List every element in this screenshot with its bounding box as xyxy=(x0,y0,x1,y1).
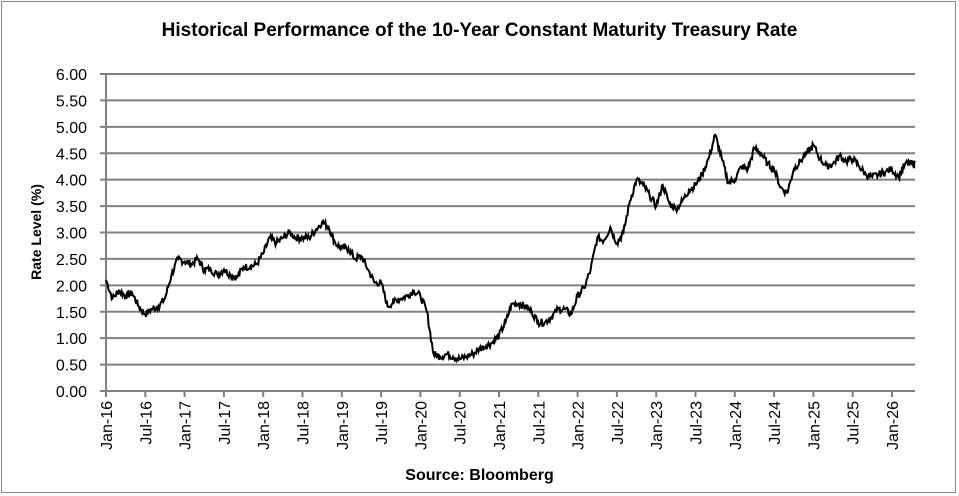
x-tick-label: Jul-21 xyxy=(531,401,548,445)
x-tick-label: Jul-23 xyxy=(689,401,706,445)
x-tick-labels: Jan-16 Jul-16 Jan-17 Jul-17 Jan-18 Jul-18 Jan-… xyxy=(99,401,902,450)
x-tick-label: Jan-21 xyxy=(492,401,509,450)
x-tick-label: Jul-20 xyxy=(453,401,470,445)
x-tick-label: Jan-26 xyxy=(885,401,902,450)
x-tick-label: Jan-25 xyxy=(806,401,823,450)
y-tick-label: 3.00 xyxy=(56,226,87,243)
y-tick-label: 4.00 xyxy=(56,173,87,190)
y-tick-label: 4.50 xyxy=(56,146,87,163)
y-axis-label: Rate Level (%) xyxy=(28,184,44,280)
x-tick-label: Jan-19 xyxy=(335,401,352,450)
x-tick-label: Jan-20 xyxy=(413,401,430,450)
x-tick-label: Jul-18 xyxy=(296,401,313,445)
x-tick-label: Jul-16 xyxy=(138,401,155,445)
x-tick-label: Jan-24 xyxy=(728,401,745,450)
y-tick-label: 1.50 xyxy=(56,305,87,322)
x-tick-label: Jan-16 xyxy=(99,401,116,450)
y-tick-label: 5.00 xyxy=(56,120,87,137)
y-tick-label: 0.50 xyxy=(56,358,87,375)
x-tick-label: Jan-22 xyxy=(571,401,588,450)
y-tick-label: 2.50 xyxy=(56,252,87,269)
y-tick-label: 1.00 xyxy=(56,331,87,348)
x-tick-label: Jul-19 xyxy=(374,401,391,445)
gridlines xyxy=(100,73,915,397)
y-tick-labels: 0.00 0.50 1.00 1.50 2.00 2.50 3.00 3.50 4.00 4.50… xyxy=(56,67,87,401)
x-tick-label: Jul-24 xyxy=(767,401,784,445)
x-tick-label: Jan-18 xyxy=(256,401,273,450)
y-tick-label: 0.00 xyxy=(56,384,87,401)
x-tick-label: Jan-23 xyxy=(649,401,666,450)
chart-title: Historical Performance of the 10-Year Co… xyxy=(161,20,798,41)
x-tick-label: Jul-25 xyxy=(846,401,863,445)
y-tick-label: 2.00 xyxy=(56,278,87,295)
x-tick-label: Jan-17 xyxy=(178,401,195,450)
series-line-10y-rate xyxy=(105,133,916,364)
x-tick-label: Jul-17 xyxy=(217,401,234,445)
y-tick-label: 6.00 xyxy=(56,67,87,84)
y-tick-label: 3.50 xyxy=(56,199,87,216)
x-tick-label: Jul-22 xyxy=(610,401,627,445)
y-tick-label: 5.50 xyxy=(56,93,87,110)
source-note: Source: Bloomberg xyxy=(405,467,554,484)
